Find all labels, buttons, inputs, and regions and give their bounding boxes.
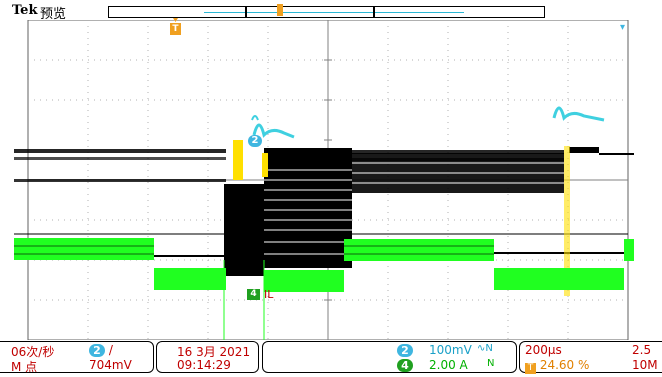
trigger-channel-badge: 2 <box>89 344 105 357</box>
ch2-ground-marker[interactable]: 2 <box>248 135 262 147</box>
time: 09:14:29 <box>177 358 231 372</box>
ch2-waveform <box>14 106 634 296</box>
acquisition-mode: 预览 <box>40 7 67 22</box>
record-overview-bar[interactable] <box>108 4 545 18</box>
acquisition-readout[interactable]: 06次/秒 M 点 2 / 704mV <box>0 341 154 374</box>
ch4-coupling-icon: N <box>487 358 495 369</box>
trigger-position-icon: T <box>525 363 536 374</box>
ch2-scale: 100mV <box>429 343 472 357</box>
ch4-badge: 4 <box>397 359 413 372</box>
overview-window[interactable] <box>245 6 375 18</box>
overview-trace <box>204 12 464 13</box>
waveform-display[interactable]: 2 4 IL ▾ <box>14 20 634 340</box>
trigger-slope-icon: / <box>108 343 113 357</box>
record-points: M 点 <box>11 360 38 374</box>
cursor-arrow-icon: ▾ <box>620 22 626 33</box>
datetime-readout: 16 3月 2021 09:14:29 <box>156 341 259 373</box>
ch4-scale: 2.00 A <box>429 358 468 372</box>
date: 16 3月 2021 <box>177 345 251 359</box>
ch2-coupling-icon: ∿N <box>477 343 493 354</box>
trigger-source: 2 / <box>89 343 113 357</box>
overview-trigger-marker <box>277 4 283 16</box>
ch2-readout[interactable]: 2 <box>397 343 413 357</box>
record-length: 10M <box>632 358 658 372</box>
graticule <box>14 20 634 340</box>
top-status-bar: Tek 预览 <box>0 0 662 22</box>
horizontal-position: T 24.60 % <box>525 358 589 374</box>
ch4-ground-marker[interactable]: 4 <box>247 289 260 300</box>
horizontal-scale: 200µs <box>525 343 562 357</box>
trigger-position-marker[interactable]: T <box>170 18 181 36</box>
horizontal-position-value: 24.60 % <box>539 358 590 372</box>
acq-rate: 06次/秒 <box>11 345 55 359</box>
sample-rate: 2.5 <box>632 343 652 357</box>
channel-readout[interactable]: 2 100mV ∿N 4 2.00 A N <box>262 341 517 373</box>
ch4-waveform <box>14 238 634 340</box>
ch2-badge: 2 <box>397 344 413 357</box>
ch4-readout[interactable]: 4 <box>397 358 413 372</box>
ch4-label: IL <box>264 288 274 301</box>
horizontal-readout[interactable]: 200µs T 24.60 % 2.5 10M <box>519 341 662 374</box>
trigger-level: 704mV <box>89 358 132 372</box>
trigger-marker-icon <box>170 18 181 35</box>
brand-logo: Tek <box>12 3 38 18</box>
trigger-marker-label: T <box>172 24 179 34</box>
